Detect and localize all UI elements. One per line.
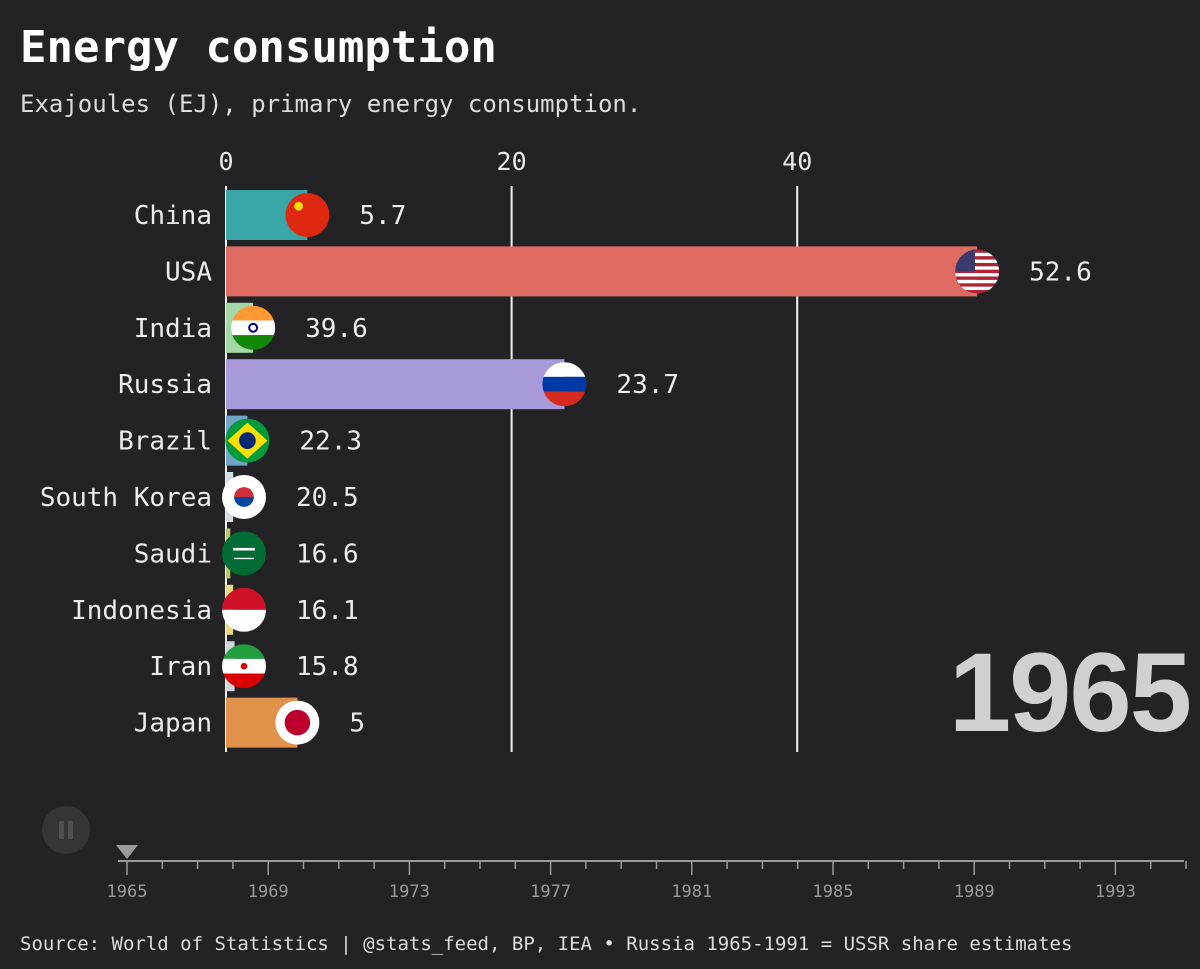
timeline-label: 1989 xyxy=(954,882,995,902)
indonesia-flag-icon xyxy=(222,587,266,632)
bar-row: India 39.6 xyxy=(134,302,368,353)
bar xyxy=(226,359,565,410)
bar-row: Russia 23.7 xyxy=(118,359,679,410)
category-label: Indonesia xyxy=(71,596,212,626)
timeline-handle[interactable] xyxy=(116,845,138,859)
china-flag-icon xyxy=(285,193,330,237)
india-flag-icon xyxy=(231,305,276,350)
russia-flag-icon xyxy=(542,362,587,407)
timeline-slider[interactable]: 1965196919731977198119851989199319972001… xyxy=(0,0,1200,930)
x-tick-label: 40 xyxy=(782,147,812,176)
pause-button[interactable] xyxy=(42,806,90,854)
bar-row: China 5.7 xyxy=(134,190,406,240)
value-label: 22.3 xyxy=(299,427,362,457)
category-label: South Korea xyxy=(40,483,212,513)
bar xyxy=(226,246,978,297)
category-label: Japan xyxy=(134,709,212,739)
chart-title: Energy consumption xyxy=(20,22,497,73)
timeline-label: 1965 xyxy=(107,882,148,902)
value-label: 39.6 xyxy=(305,314,368,344)
category-label: USA xyxy=(165,257,212,287)
bar-row: Indonesia 16.1 xyxy=(71,584,359,635)
current-year-label: 1965 xyxy=(948,630,1192,755)
bar-row: Saudi 16.6 xyxy=(134,528,359,579)
bar-row: Brazil 22.3 xyxy=(118,415,362,466)
category-label: India xyxy=(134,314,212,344)
timeline-label: 1981 xyxy=(671,882,712,902)
category-label: Russia xyxy=(118,370,212,400)
bar-row: South Korea 20.5 xyxy=(40,472,359,522)
value-label: 5.7 xyxy=(359,201,406,231)
x-tick-label: 20 xyxy=(497,147,527,176)
timeline-label: 1993 xyxy=(1095,882,1136,902)
value-label: 5 xyxy=(349,709,365,739)
brazil-flag-icon xyxy=(225,418,270,463)
value-label: 52.6 xyxy=(1029,257,1092,287)
japan-flag-icon xyxy=(275,700,320,745)
value-label: 16.1 xyxy=(296,596,359,626)
timeline-label: 1973 xyxy=(389,882,430,902)
iran-flag-icon xyxy=(222,644,266,689)
timeline-label: 1985 xyxy=(813,882,854,902)
bar-row: USA 52.6 xyxy=(165,246,1092,297)
saudi-flag-icon xyxy=(222,531,266,576)
value-label: 16.6 xyxy=(296,539,359,569)
category-label: China xyxy=(134,201,212,231)
x-tick-label: 0 xyxy=(218,147,233,176)
value-label: 23.7 xyxy=(616,370,679,400)
south-korea-flag-icon xyxy=(222,475,266,519)
source-note: Source: World of Statistics | @stats_fee… xyxy=(20,933,1073,955)
category-label: Saudi xyxy=(134,539,212,569)
timeline-label: 1977 xyxy=(530,882,571,902)
bar-row: Iran 15.8 xyxy=(149,641,359,692)
value-label: 15.8 xyxy=(296,652,359,682)
chart-subtitle: Exajoules (EJ), primary energy consumpti… xyxy=(20,90,642,118)
bar-row: Japan 5 xyxy=(134,697,365,748)
category-label: Iran xyxy=(149,652,212,682)
timeline-label: 1969 xyxy=(248,882,289,902)
category-label: Brazil xyxy=(118,427,212,457)
value-label: 20.5 xyxy=(296,483,359,513)
